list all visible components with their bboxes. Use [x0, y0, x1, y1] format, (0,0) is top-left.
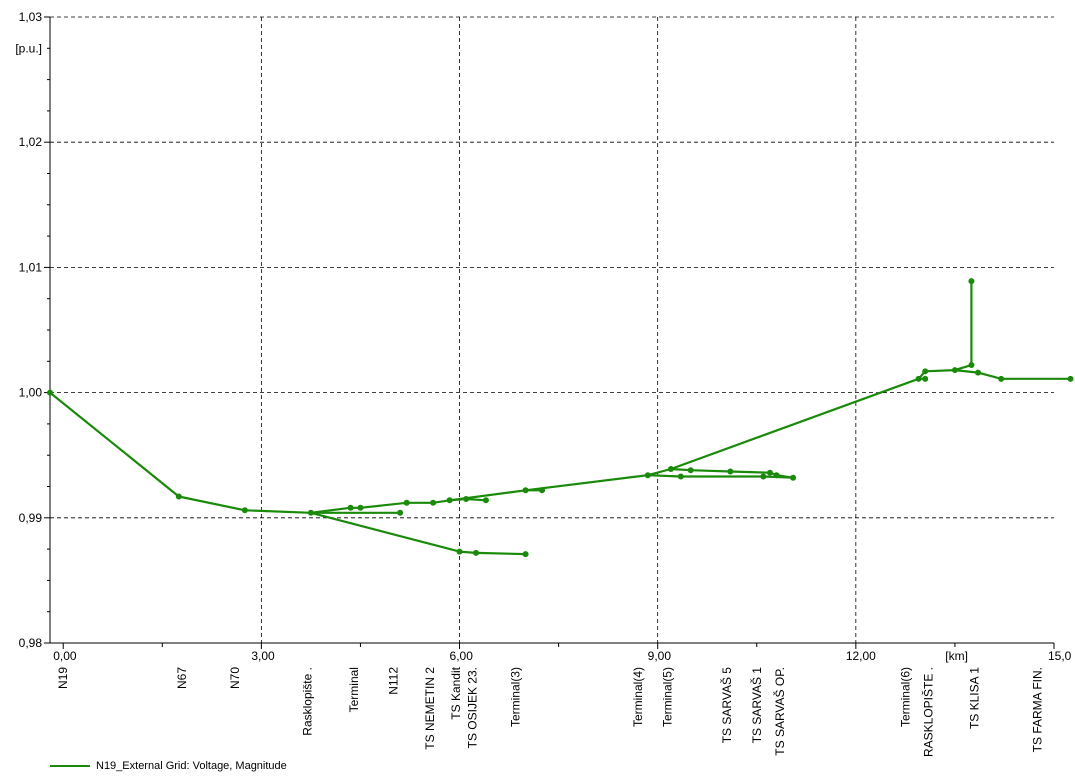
data-point: [727, 468, 734, 475]
y-tick-label: 0,98: [19, 636, 43, 650]
data-point: [347, 504, 354, 511]
data-point: [241, 507, 248, 514]
data-point: [667, 465, 674, 472]
data-point: [403, 499, 410, 506]
data-point: [790, 474, 797, 481]
data-point: [915, 375, 922, 382]
data-point: [539, 487, 546, 494]
node-label: TS OSIJEK 23.: [466, 667, 480, 748]
x-tick-label: 15,0: [1048, 649, 1072, 663]
node-label: Terminal(6): [898, 667, 912, 727]
data-point: [463, 496, 470, 503]
x-tick-label: 6,00: [450, 649, 474, 663]
y-tick-label: 1,03: [19, 10, 43, 24]
node-label: Terminal(4): [631, 667, 645, 727]
data-point: [766, 469, 773, 476]
data-point: [47, 389, 53, 396]
x-axis-label: [km]: [945, 649, 968, 663]
legend-swatch: [50, 765, 90, 767]
node-label: N19: [56, 667, 70, 689]
data-point: [307, 509, 314, 516]
series-line: [917, 369, 1071, 380]
node-label: Rasklopište .: [301, 667, 315, 736]
data-point: [1067, 375, 1074, 382]
y-axis-label: [p.u.]: [15, 41, 42, 55]
series-line: [525, 474, 794, 492]
data-point: [760, 473, 767, 480]
data-point: [522, 551, 529, 558]
node-label: TS Kandit: [449, 666, 463, 719]
y-tick-label: 0,99: [19, 511, 43, 525]
data-point: [951, 367, 958, 374]
series-line: [954, 281, 973, 372]
node-label: Terminal: [347, 667, 361, 712]
x-tick-label: 0,00: [53, 649, 77, 663]
node-label: Terminal(5): [661, 667, 675, 727]
data-point: [456, 548, 463, 555]
data-point: [975, 369, 982, 376]
node-label: TS FARMA FIN.: [1030, 667, 1044, 752]
data-point: [773, 472, 780, 479]
y-tick-label: 1,00: [19, 386, 43, 400]
y-tick-label: 1,01: [19, 260, 43, 274]
node-label: TS SARVAŠ OP.: [772, 667, 787, 756]
node-label: N112: [386, 667, 400, 695]
node-label: TS NEMETIN 2: [423, 667, 437, 750]
data-point: [473, 549, 480, 556]
data-point: [430, 499, 437, 506]
data-point: [644, 472, 651, 479]
data-point: [922, 375, 929, 382]
data-point: [357, 504, 364, 511]
data-point: [522, 487, 529, 494]
legend-label: N19_External Grid: Voltage, Magnitude: [96, 760, 287, 772]
node-label: RASKLOPIŠTE .: [921, 667, 936, 757]
legend: N19_External Grid: Voltage, Magnitude: [50, 760, 287, 772]
x-tick-label: 3,00: [251, 649, 275, 663]
data-point: [998, 375, 1005, 382]
y-tick-label: 1,02: [19, 135, 43, 149]
x-tick-label: 9,00: [648, 649, 672, 663]
node-label: Terminal(3): [509, 667, 523, 727]
data-point: [482, 497, 489, 504]
data-point: [446, 497, 453, 504]
series-line: [49, 391, 526, 556]
data-point: [397, 509, 404, 516]
data-point: [922, 368, 929, 375]
data-point: [175, 493, 182, 500]
x-tick-label: 12,00: [846, 649, 876, 663]
node-label: TS SARVAŠ 1: [749, 667, 764, 744]
node-label: N70: [228, 667, 242, 689]
data-point: [968, 362, 975, 369]
data-point: [687, 467, 694, 474]
data-point: [677, 473, 684, 480]
data-point: [968, 278, 975, 285]
node-label: TS KLISA 1: [968, 667, 982, 729]
node-label: N67: [175, 667, 189, 689]
node-label: TS SARVAŠ 5: [719, 667, 734, 744]
